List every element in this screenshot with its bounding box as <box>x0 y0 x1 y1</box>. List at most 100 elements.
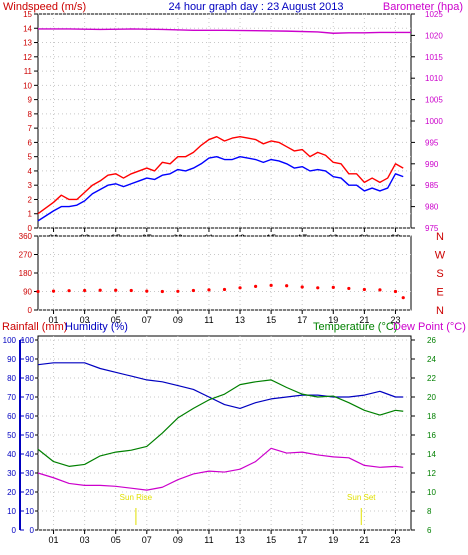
temperature-tick-label: 20 <box>427 393 436 402</box>
humidity-tick-label: 80 <box>25 374 34 383</box>
hour-tick-label: 03 <box>80 535 90 545</box>
humidity-grid <box>38 336 411 531</box>
direction-point <box>67 289 71 293</box>
direction-point <box>362 287 366 292</box>
degree-tick-label: 0 <box>28 306 33 315</box>
wind-average-line <box>37 155 404 222</box>
degree-tick-label: 90 <box>23 288 32 297</box>
compass-label: N <box>436 231 444 243</box>
humidity-temperature-series <box>37 362 404 491</box>
hour-tick-label: 09 <box>173 315 183 325</box>
barometer-tick-label: 990 <box>425 160 439 169</box>
temperature-tick-label: 24 <box>427 355 436 364</box>
windspeed-tick-label: 7 <box>28 124 33 133</box>
humidity-tick-label: 60 <box>25 412 34 421</box>
compass-label: E <box>436 287 443 299</box>
wind-series <box>37 28 411 222</box>
rainfall-ticks: 0 10 20 30 40 50 60 70 80 90 100 <box>3 336 24 535</box>
temperature-line <box>37 379 404 467</box>
humidity-axis-title: Humidity (%) <box>65 321 128 333</box>
hour-tick-label: 11 <box>204 535 213 545</box>
hour-tick-label: 11 <box>204 315 213 325</box>
temperature-ticks: 6 8 10 12 14 16 18 20 22 24 26 <box>411 336 436 535</box>
windspeed-tick-label: 2 <box>28 195 33 204</box>
direction-point <box>316 286 320 290</box>
humidity-tick-label: 20 <box>25 488 34 497</box>
rainfall-tick-label: 10 <box>7 507 16 516</box>
compass-label: N <box>436 305 444 317</box>
direction-point <box>98 288 102 292</box>
direction-point <box>300 285 304 289</box>
degree-tick-label: 360 <box>19 232 33 241</box>
humidity-tick-label: 30 <box>25 469 34 478</box>
degree-tick-label: 270 <box>19 251 33 260</box>
windspeed-tick-label: 15 <box>23 10 32 19</box>
temperature-tick-label: 18 <box>427 412 436 421</box>
direction-point <box>285 284 289 288</box>
wind-gust-line <box>37 135 404 215</box>
temperature-tick-label: 26 <box>427 336 436 345</box>
humidity-tick-label: 100 <box>21 336 35 345</box>
dewpoint-axis-title: Dew Point (°C) <box>393 321 466 333</box>
direction-point <box>253 284 258 288</box>
hour-tick-label: 23 <box>390 535 400 545</box>
direction-point <box>393 289 398 294</box>
temperature-axis-title: Temperature (°C) <box>313 321 397 333</box>
barometer-tick-label: 1005 <box>425 96 443 105</box>
rainfall-tick-label: 90 <box>7 355 16 364</box>
windspeed-tick-label: 11 <box>24 67 33 76</box>
hour-tick-label: 07 <box>142 535 152 545</box>
barometer-tick-label: 1020 <box>425 31 443 40</box>
rainfall-tick-label: 100 <box>3 336 17 345</box>
direction-point <box>331 285 335 289</box>
humidity-tick-label: 0 <box>30 526 35 535</box>
temperature-tick-label: 6 <box>427 526 432 535</box>
rainfall-tick-label: 30 <box>7 469 16 478</box>
direction-point <box>191 288 196 293</box>
direction-point <box>176 289 180 293</box>
barometer-line <box>38 28 411 34</box>
direction-point <box>145 289 149 293</box>
barometer-tick-label: 1025 <box>425 10 443 19</box>
direction-point <box>207 288 211 292</box>
barometer-tick-label: 1000 <box>425 117 443 126</box>
windspeed-tick-label: 5 <box>28 153 33 162</box>
rainfall-axis-title: Rainfall (mm) <box>2 321 67 333</box>
direction-point <box>378 288 382 292</box>
windspeed-tick-label: 4 <box>28 167 33 176</box>
barometer-tick-label: 1015 <box>425 53 443 62</box>
windspeed-tick-label: 14 <box>23 24 32 33</box>
humidity-tick-label: 10 <box>25 507 34 516</box>
degree-tick-label: 180 <box>19 269 33 278</box>
barometer-axis-title: Barometer (hpa) <box>383 1 463 13</box>
windspeed-tick-label: 1 <box>28 210 33 219</box>
rainfall-tick-label: 20 <box>7 488 16 497</box>
direction-degree-ticks: 0 90 180 270 360 <box>19 232 38 315</box>
hour-tick-label: 21 <box>359 535 369 545</box>
hour-tick-label: 19 <box>328 535 338 545</box>
direction-point <box>160 289 164 294</box>
compass-label: S <box>436 268 443 280</box>
hour-tick-label: 15 <box>266 535 276 545</box>
hour-tick-label: 05 <box>111 315 121 325</box>
hour-tick-label: 19 <box>328 315 338 325</box>
direction-point <box>222 287 227 292</box>
direction-hour-ticks: 01 03 05 07 09 11 13 15 17 19 21 23 <box>49 310 400 325</box>
direction-point <box>83 288 87 293</box>
windspeed-tick-label: 6 <box>28 138 33 147</box>
rainfall-tick-label: 80 <box>7 374 16 383</box>
hour-tick-label: 21 <box>359 315 369 325</box>
windspeed-tick-label: 10 <box>23 81 32 90</box>
temperature-tick-label: 12 <box>427 469 436 478</box>
windspeed-tick-label: 13 <box>23 39 32 48</box>
hour-tick-label: 13 <box>235 535 245 545</box>
graph-title: 24 hour graph day : 23 August 2013 <box>169 1 344 13</box>
direction-point <box>347 286 351 291</box>
rainfall-tick-label: 40 <box>7 450 16 459</box>
hour-tick-label: 05 <box>111 535 121 545</box>
barometer-tick-label: 995 <box>425 138 439 147</box>
